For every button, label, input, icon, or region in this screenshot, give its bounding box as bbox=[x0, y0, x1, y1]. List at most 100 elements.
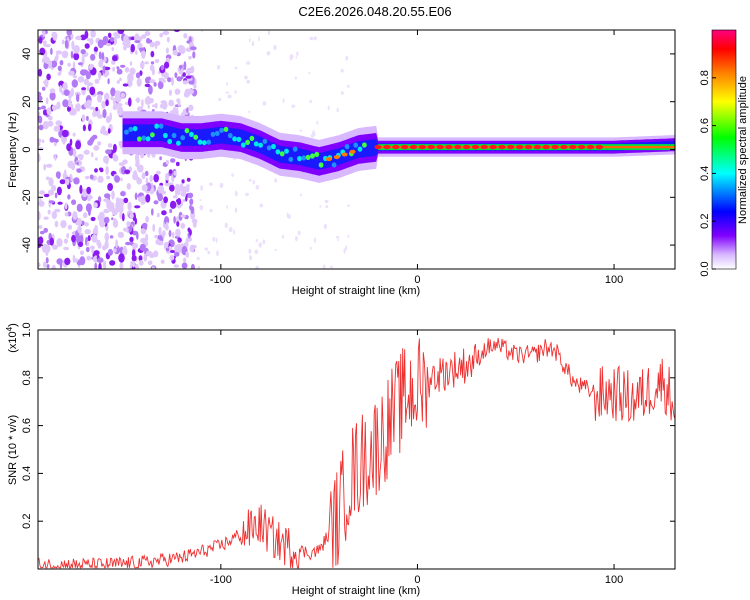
noise-cell bbox=[157, 193, 163, 202]
ridge-hot-cell bbox=[569, 144, 577, 150]
ridge-hot-cell bbox=[595, 144, 603, 150]
x-tick-label: 0 bbox=[414, 274, 420, 286]
noise-cell bbox=[85, 246, 90, 253]
noise-cell bbox=[71, 234, 76, 243]
noise-cell bbox=[49, 237, 54, 246]
noise-cell bbox=[245, 192, 250, 196]
noise-cell bbox=[154, 59, 160, 63]
noise-cell bbox=[41, 139, 45, 143]
noise-cell bbox=[295, 235, 298, 242]
noise-cell bbox=[234, 207, 238, 213]
spectrogram-cells bbox=[38, 30, 675, 269]
noise-cell bbox=[190, 65, 195, 74]
ridge-cell bbox=[210, 131, 216, 137]
noise-cell bbox=[94, 78, 100, 84]
colorbar-gradient bbox=[711, 29, 737, 270]
noise-cell bbox=[199, 204, 204, 211]
noise-cell bbox=[87, 197, 91, 202]
ridge-cell bbox=[171, 132, 177, 139]
noise-cell bbox=[132, 173, 139, 181]
noise-cell bbox=[81, 87, 86, 91]
noise-cell bbox=[145, 194, 151, 203]
noise-cell bbox=[63, 89, 70, 96]
noise-cell bbox=[289, 54, 294, 60]
noise-cell bbox=[97, 214, 104, 222]
colorbar-label: Normalized spectral amplitude bbox=[737, 76, 749, 224]
noise-cell bbox=[169, 200, 177, 209]
noise-cell bbox=[62, 83, 67, 89]
noise-cell bbox=[297, 230, 301, 236]
noise-cell bbox=[116, 103, 123, 107]
noise-cell bbox=[102, 65, 106, 75]
noise-cell bbox=[183, 33, 188, 39]
noise-cell bbox=[51, 185, 57, 192]
noise-cell bbox=[38, 124, 44, 131]
noise-cell bbox=[340, 91, 344, 95]
noise-cell bbox=[336, 107, 339, 113]
noise-cell bbox=[76, 168, 82, 173]
noise-cell bbox=[135, 158, 140, 166]
noise-cell bbox=[89, 174, 94, 180]
noise-cell bbox=[101, 100, 106, 109]
noise-cell bbox=[81, 55, 85, 65]
noise-cell bbox=[189, 46, 197, 51]
noise-cell bbox=[281, 234, 284, 239]
noise-cell bbox=[90, 30, 96, 38]
noise-cell bbox=[153, 250, 159, 258]
noise-cell bbox=[88, 64, 93, 70]
ridge-cell bbox=[184, 128, 190, 134]
y-tick-label: 0.4 bbox=[21, 466, 33, 481]
noise-cell bbox=[130, 44, 135, 53]
noise-cell bbox=[226, 81, 228, 86]
noise-cell bbox=[38, 111, 41, 117]
noise-cell bbox=[124, 67, 130, 73]
noise-cell bbox=[179, 185, 184, 192]
noise-cell bbox=[104, 232, 110, 242]
noise-cell bbox=[86, 255, 92, 261]
noise-cell bbox=[327, 105, 330, 111]
noise-cell bbox=[38, 36, 43, 44]
noise-cell bbox=[38, 68, 43, 77]
noise-cell bbox=[112, 143, 117, 153]
noise-cell bbox=[160, 100, 167, 104]
noise-cell bbox=[173, 170, 177, 176]
noise-cell bbox=[136, 177, 142, 185]
noise-cell bbox=[101, 52, 105, 61]
noise-cell bbox=[80, 49, 86, 55]
noise-cell bbox=[72, 75, 77, 79]
noise-cell bbox=[187, 192, 194, 199]
x-tick-label: 0 bbox=[414, 574, 420, 586]
noise-cell bbox=[188, 55, 192, 60]
noise-cell bbox=[180, 214, 187, 218]
noise-cell bbox=[259, 203, 264, 208]
noise-cell bbox=[104, 71, 110, 76]
spectrogram-y-axis-label: Frequency (Hz) bbox=[7, 112, 19, 188]
ridge-hot-cell bbox=[349, 149, 356, 154]
noise-cell bbox=[154, 43, 158, 50]
noise-cell bbox=[90, 53, 96, 61]
noise-cell bbox=[193, 84, 197, 89]
ridge-hot-cell bbox=[374, 144, 382, 150]
noise-cell bbox=[63, 169, 67, 177]
ridge-cell bbox=[297, 156, 302, 162]
noise-cell bbox=[347, 84, 350, 88]
noise-cell bbox=[111, 190, 115, 200]
noise-cell bbox=[217, 65, 221, 70]
noise-cell bbox=[147, 104, 150, 109]
snr-multiplier-base: (x10 bbox=[7, 331, 19, 352]
noise-cell bbox=[113, 32, 120, 37]
noise-cell bbox=[145, 250, 153, 257]
ridge-hot-cell bbox=[480, 144, 488, 150]
noise-cell bbox=[64, 212, 69, 217]
noise-cell bbox=[60, 220, 67, 229]
noise-cell bbox=[119, 77, 122, 82]
noise-cell bbox=[151, 104, 158, 108]
noise-cell bbox=[246, 61, 251, 65]
colorbar: 0.0 0.2 0.4 0.6 0.8 Normalized spectral ampl… bbox=[699, 29, 749, 277]
ridge-cell bbox=[197, 139, 203, 145]
noise-cell bbox=[248, 179, 252, 182]
noise-cell bbox=[90, 152, 94, 158]
noise-cell bbox=[186, 185, 190, 193]
noise-cell bbox=[248, 38, 251, 43]
noise-cell bbox=[73, 45, 80, 54]
